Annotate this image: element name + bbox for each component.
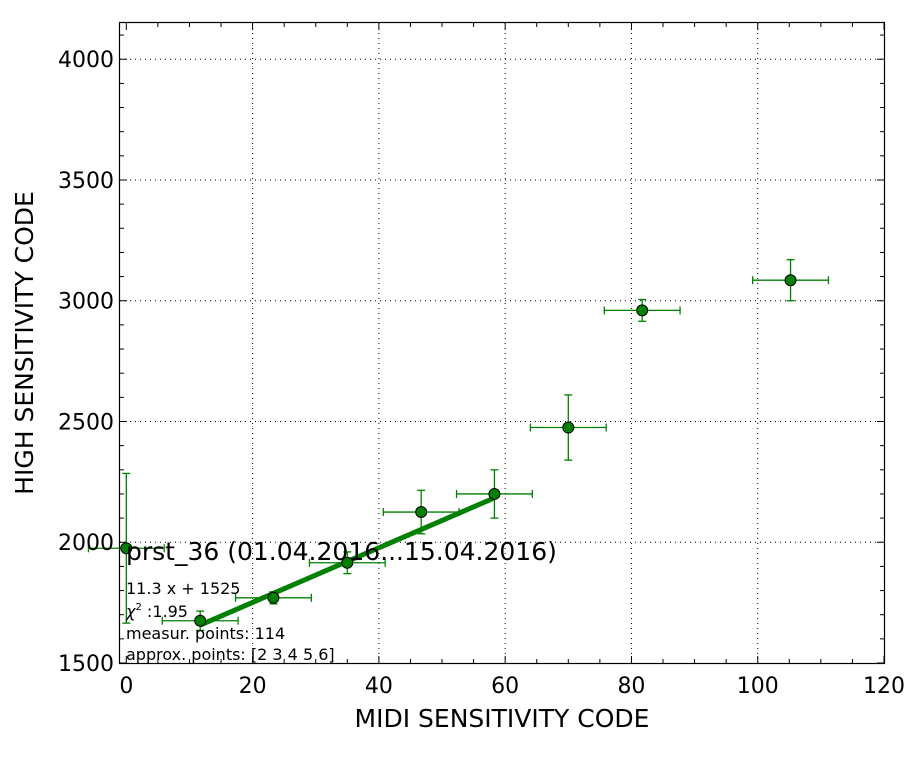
data-point <box>488 487 501 500</box>
y-tick-label: 2500 <box>58 410 114 435</box>
x-tick-label: 100 <box>737 674 779 699</box>
x-tick-label: 120 <box>863 674 905 699</box>
tick-labels: 0 20 40 60 80 100 120 1500 2000 2500 3000 3500 4000 <box>58 48 905 699</box>
y-axis-label: HIGH SENSITIVITY CODE <box>10 191 39 495</box>
chi-superscript: 2 <box>135 602 141 613</box>
x-tick-label: 0 <box>119 674 133 699</box>
chi-squared-label: χ2 :1.95 <box>125 602 188 621</box>
ticks <box>120 23 885 664</box>
approx-points-label: approx. points: [2 3 4 5 6] <box>126 645 335 664</box>
x-tick-label: 40 <box>365 674 393 699</box>
data-point <box>194 614 207 627</box>
data-point <box>562 421 575 434</box>
grid <box>120 23 884 663</box>
measur-points-label: measur. points: 114 <box>126 624 285 643</box>
data-point <box>636 304 649 317</box>
data-points <box>120 274 797 627</box>
y-tick-label: 3000 <box>58 290 114 315</box>
y-tick-label: 4000 <box>58 48 114 73</box>
data-point <box>341 556 354 569</box>
x-tick-label: 20 <box>239 674 267 699</box>
fit-equation: 11.3 x + 1525 <box>126 579 240 598</box>
x-axis-label: MIDI SENSITIVITY CODE <box>355 704 650 733</box>
chart-title: prst_36 (01.04.2016...15.04.2016) <box>126 537 557 566</box>
x-tick-label: 80 <box>617 674 645 699</box>
data-point <box>120 542 133 555</box>
x-tick-label: 60 <box>491 674 519 699</box>
chi-symbol: χ <box>125 602 136 621</box>
y-tick-label: 3500 <box>58 169 114 194</box>
data-point <box>415 506 428 519</box>
y-tick-label: 2000 <box>58 531 114 556</box>
data-point <box>784 274 797 287</box>
data-point <box>267 591 280 604</box>
chi-value: :1.95 <box>142 602 188 621</box>
plot-frame <box>118 21 886 665</box>
y-tick-label: 1500 <box>58 652 114 677</box>
